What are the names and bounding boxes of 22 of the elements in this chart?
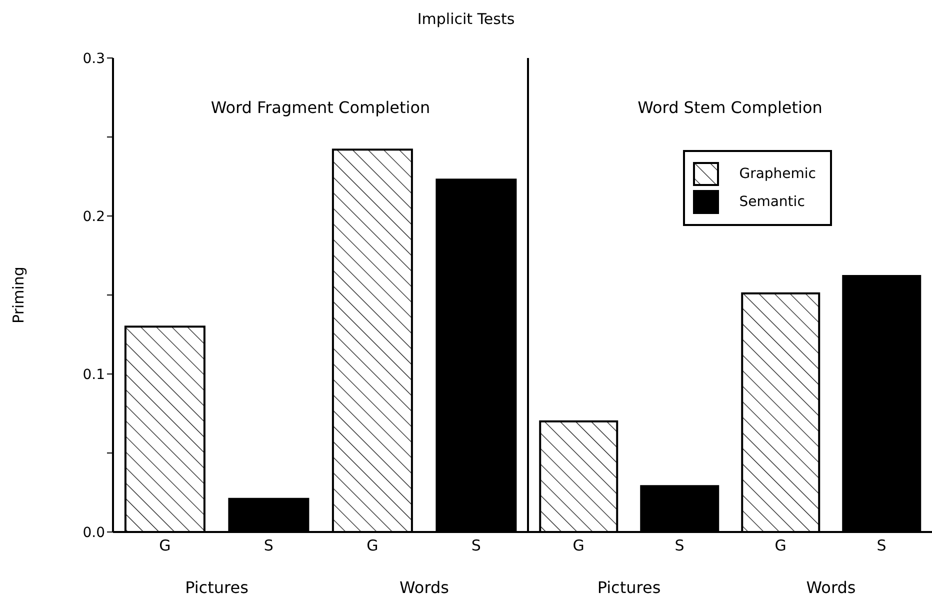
x-tick-label: S [471, 536, 481, 555]
x-tick-label: G [159, 536, 171, 555]
legend-label: Semantic [739, 194, 805, 210]
x-tick-label: S [264, 536, 274, 555]
text: Words [805, 578, 857, 597]
text: Pictures [596, 578, 662, 597]
x-tick-label: G [774, 536, 786, 555]
y-tick-label: 0.3 [82, 50, 105, 67]
x-tick-label: S [674, 536, 684, 555]
text: Words [398, 578, 450, 597]
chart-title: Implicit Tests [416, 10, 516, 28]
x-tick-label: S [876, 536, 886, 555]
text: Word Fragment Completion [210, 98, 432, 117]
legend-label: Graphemic [739, 166, 816, 182]
y-tick-label: 0.2 [82, 208, 105, 225]
y-tick-label: 0.0 [82, 524, 105, 541]
x-tick-label: G [366, 536, 378, 555]
y-tick-label: 0.1 [82, 366, 105, 383]
y-axis-title: Priming [9, 266, 28, 324]
x-tick-label: G [572, 536, 584, 555]
text: Pictures [184, 578, 250, 597]
text: Word Stem Completion [636, 98, 824, 117]
